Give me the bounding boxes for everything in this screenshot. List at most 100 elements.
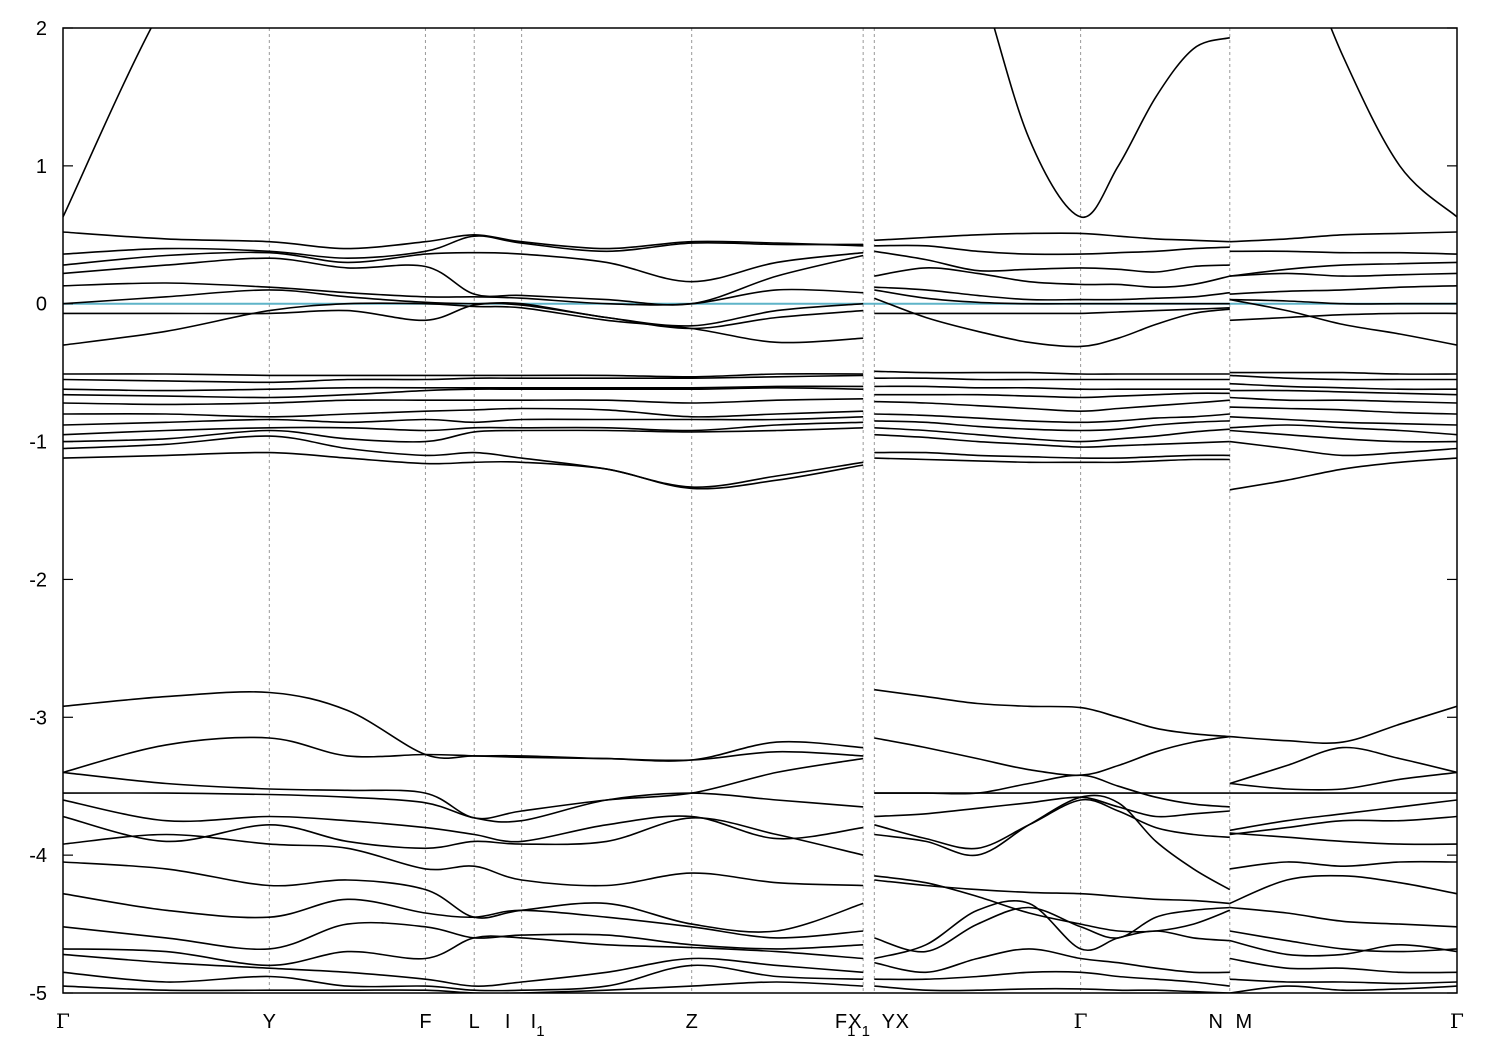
band-seg1-28 [874, 875, 1231, 933]
band-seg1-8 [874, 297, 1230, 348]
band-seg2-14 [1229, 406, 1457, 415]
band-seg2-5 [1229, 285, 1457, 295]
band-seg1-30 [874, 900, 1230, 960]
band-seg1-4 [874, 267, 1230, 289]
x-tick-label-11: Γ [1074, 1009, 1088, 1033]
x-tick-label-9: Y [882, 1011, 895, 1033]
band-seg1-33 [874, 985, 1230, 993]
band-seg1-9 [874, 370, 1230, 375]
x-tick-label-4: I [505, 1011, 511, 1033]
band-seg1-15 [874, 420, 1230, 432]
band-seg1-17 [874, 433, 1230, 448]
band-seg2-33 [1229, 978, 1457, 985]
y-tick-label: 1 [36, 156, 47, 178]
x-tick-label-13: M [1235, 1011, 1252, 1033]
y-tick-label: -5 [29, 983, 47, 1005]
band-seg0-23 [63, 792, 864, 823]
x-tick-label-12: N [1209, 1011, 1223, 1033]
band-seg1-18 [874, 451, 1230, 460]
band-seg0-21 [63, 736, 864, 774]
band-seg0-24 [63, 799, 864, 843]
band-seg2-17 [1229, 429, 1457, 443]
band-seg2-34 [1229, 985, 1457, 993]
band-seg0-3 [63, 251, 864, 283]
band-seg1-19 [874, 457, 1230, 464]
band-seg1-5 [874, 286, 1230, 301]
band-seg2-29 [1229, 906, 1457, 928]
band-seg1-2 [874, 244, 1230, 256]
band-seg0-32 [63, 964, 864, 992]
band-seg2-1 [1229, 231, 1457, 243]
band-seg1-3 [874, 250, 1230, 273]
band-seg0-10 [63, 374, 864, 384]
band-seg0-1 [63, 231, 864, 250]
band-seg2-10 [1229, 374, 1457, 381]
x-tick-label-3: L [469, 1011, 480, 1033]
band-seg2-0 [1330, 28, 1457, 218]
band-seg2-6 [1229, 298, 1457, 305]
band-seg2-32 [1229, 957, 1457, 974]
y-tick-label: 2 [36, 18, 47, 40]
band-seg1-31 [874, 948, 1230, 974]
x-tick-label-5: I1 [531, 1011, 545, 1040]
band-seg0-13 [63, 398, 864, 406]
band-seg1-1 [874, 232, 1230, 243]
band-seg0-25 [63, 815, 864, 856]
band-seg1-16 [874, 427, 1230, 443]
band-seg2-9 [1229, 371, 1457, 375]
band-seg2-7 [1229, 312, 1457, 322]
band-seg0-4 [63, 254, 864, 306]
band-seg2-3 [1229, 261, 1457, 277]
band-seg1-13 [874, 399, 1230, 413]
band-seg0-18 [63, 435, 864, 488]
band-seg0-8 [63, 302, 864, 346]
band-seg1-10 [874, 377, 1230, 381]
band-seg1-20 [874, 688, 1230, 738]
band-seg2-26 [1229, 832, 1457, 846]
band-seg1-29 [874, 906, 1230, 953]
band-seg2-20 [1229, 705, 1457, 744]
band-seg0-19 [63, 451, 864, 490]
x-tick-label-1: Y [263, 1011, 276, 1033]
x-tick-label-8: X1 [848, 1011, 870, 1040]
band-lines [63, 28, 1457, 993]
band-seg2-24 [1229, 799, 1457, 832]
band-seg0-12 [63, 386, 864, 399]
band-seg0-17 [63, 427, 864, 443]
band-seg0-9 [63, 373, 864, 378]
band-seg2-8 [1229, 298, 1457, 346]
band-seg0-2 [63, 235, 864, 260]
band-seg0-16 [63, 421, 864, 436]
band-seg2-16 [1229, 424, 1457, 436]
band-seg2-11 [1229, 382, 1457, 391]
band-seg2-15 [1229, 416, 1457, 426]
x-tick-label-14: Γ [1450, 1009, 1464, 1033]
band-seg1-7 [874, 307, 1230, 315]
x-tick-label-2: F [419, 1011, 431, 1033]
band-seg0-26 [63, 833, 864, 887]
band-seg1-12 [874, 392, 1230, 399]
y-tick-label: -1 [29, 432, 47, 454]
y-tick-label: -3 [29, 707, 47, 729]
y-tick-label: -2 [29, 569, 47, 591]
band-seg0-15 [63, 416, 864, 426]
band-seg0-7 [63, 302, 864, 330]
band-seg0-11 [63, 385, 864, 392]
band-seg1-0 [993, 28, 1231, 218]
band-seg2-25 [1229, 815, 1457, 836]
band-seg2-18 [1229, 440, 1457, 457]
x-tick-label-0: Γ [56, 1009, 70, 1033]
band-seg2-19 [1229, 457, 1457, 491]
band-seg2-12 [1229, 389, 1457, 396]
band-seg1-6 [874, 289, 1230, 305]
y-axis: -5 -4 -3 -2 -1 0 1 2 [29, 18, 1457, 1005]
band-seg1-25 [874, 798, 1230, 850]
band-seg2-21 [1229, 746, 1457, 785]
band-seg2-27 [1229, 860, 1457, 870]
band-seg0-5 [63, 282, 864, 306]
band-seg0-33 [63, 981, 864, 993]
band-seg0-31 [63, 953, 864, 987]
